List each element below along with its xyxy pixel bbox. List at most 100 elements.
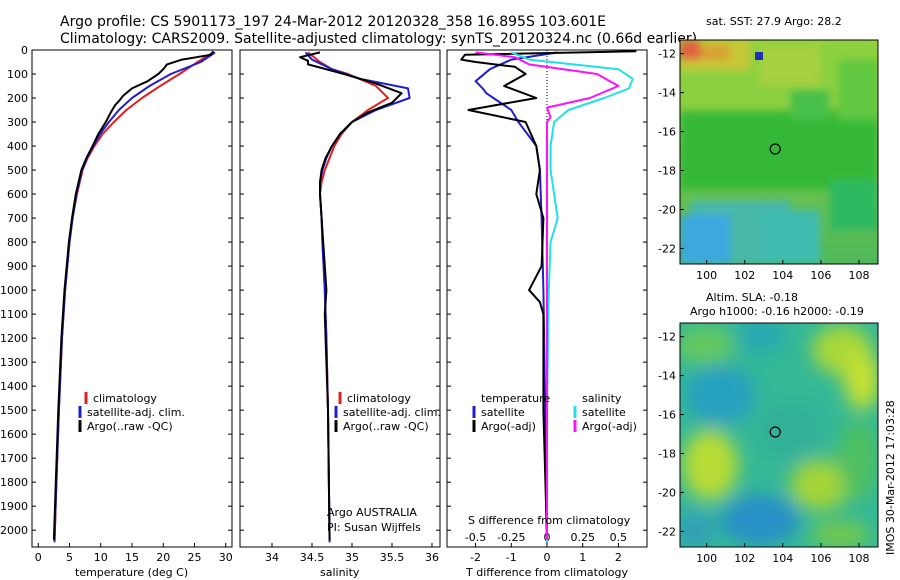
figure-title-line1: Argo profile: CS 5901173_197 24-Mar-2012… [60,14,607,30]
series-line-temperature-satellite [474,51,558,543]
depth-tick-label: 1500 [0,404,28,417]
depth-tick-label: 1000 [0,284,28,297]
temperature-legend: climatology satellite-adj. clim. Argo(..… [78,392,185,433]
salinity-plot: 34 34.5 35 35.5 36 [265,51,439,564]
depth-tick-label: 1300 [0,356,28,369]
legend-satellite-label: satellite-adj. clim. [87,406,185,419]
x-tick-label: 0 [35,551,42,564]
s-tick-label: -0.25 [497,531,525,544]
map-y-tick-label: -20 [658,203,676,216]
series-line-satellite-adj-clim- [304,51,411,543]
x-tick-label: 34.5 [300,551,325,564]
map-y-tick-label: -20 [658,486,676,499]
temperature-xlabel: temperature (deg C) [75,566,188,579]
legend-temperature-title: temperature [481,392,550,405]
sla-map-axes: 100 102 104 106 108 -12 -14 -16 -18 -20 -22 [658,331,869,565]
argo-location-marker [769,426,781,438]
sla-map-title-line2: Argo h1000: -0.16 h2000: -0.19 [690,305,864,318]
depth-axis: 0 100 200 300 400 500 600 700 800 900 1000 1100 1200… [0,44,647,537]
difference-xlabel: T difference from climatology [465,566,628,579]
s-tick-label: 0.5 [610,531,628,544]
depth-tick-label: 1600 [0,428,28,441]
map-y-tick-label: -14 [658,370,676,383]
depth-tick-label: 1900 [0,500,28,513]
depth-tick-label: 200 [7,92,28,105]
x-tick-label: 0 [544,551,551,564]
depth-tick-label: 300 [7,116,28,129]
map-x-tick-label: 108 [848,552,869,565]
legend-s-satellite-label: satellite [582,406,626,419]
map-y-tick-label: -12 [658,331,676,344]
sla-map-title-line1: Altim. SLA: -0.18 [706,291,798,304]
map-y-tick-label: -12 [658,48,676,61]
depth-tick-label: 400 [7,140,28,153]
salinity-legend: climatology satellite-adj. clim. Argo(..… [327,392,441,534]
depth-tick-label: 1700 [0,452,28,465]
x-tick-label: 10 [94,551,108,564]
depth-tick-label: 100 [7,68,28,81]
x-tick-label: 34 [265,551,279,564]
x-tick-label: 15 [125,551,139,564]
map-y-tick-label: -18 [658,165,676,178]
legend-argo-label: Argo(..raw -QC) [343,420,429,433]
depth-tick-label: 800 [7,236,28,249]
map-x-tick-label: 104 [772,552,793,565]
s-tick-label: -0.5 [465,531,486,544]
imos-timestamp: IMOS 30-Mar-2012 17:03:28 [884,400,897,555]
x-tick-label: -1 [506,551,517,564]
map-y-tick-label: -22 [658,525,676,538]
x-tick-label: 35.5 [380,551,405,564]
temperature-plot: 0 5 10 15 20 25 30 [35,50,233,564]
sst-heatmap [680,40,878,264]
x-tick-label: 5 [66,551,73,564]
x-tick-label: 2 [615,551,622,564]
depth-tick-label: 0 [21,44,28,57]
sst-map-frame [679,39,879,265]
sst-map-title: sat. SST: 27.9 Argo: 28.2 [706,15,842,28]
sla-heatmap [680,323,878,547]
map-x-tick-label: 100 [696,552,717,565]
difference-plot: -2 -1 0 1 2-0.5 -0.25 0 0.25 0.5 [460,50,637,564]
map-y-tick-label: -16 [658,409,676,422]
map-x-tick-label: 102 [734,552,755,565]
map-x-tick-label: 106 [810,552,831,565]
series-line-argo-raw-qc- [52,50,215,540]
map-y-tick-label: -18 [658,448,676,461]
legend-climatology-label: climatology [347,392,411,405]
x-tick-label: 30 [219,551,233,564]
sla-map-frame [679,322,879,548]
figure-title-line2: Climatology: CARS2009. Satellite-adjuste… [60,31,698,47]
legend-satellite-label: satellite-adj. clim. [343,406,441,419]
salinity-xlabel: salinity [320,566,360,579]
salinity-panel-frame [239,49,441,548]
map-y-tick-label: -16 [658,126,676,139]
series-line-temperature-argo-adj- [460,50,637,540]
depth-tick-label: 1800 [0,476,28,489]
depth-tick-label: 2000 [0,524,28,537]
map-y-tick-label: -14 [658,87,676,100]
legend-argo-label: Argo(..raw -QC) [87,420,173,433]
argo-location-marker [769,143,781,155]
map-x-tick-label: 106 [810,269,831,282]
x-tick-label: 25 [188,551,202,564]
series-line-climatology [53,51,214,543]
map-y-tick-label: -22 [658,242,676,255]
sst-map-axes: 100 102 104 106 108 -12 -14 -16 -18 -20 -22 [658,48,869,282]
s-difference-label: S difference from climatology [468,514,631,527]
legend-s-argo-label: Argo(-adj) [582,420,637,433]
depth-tick-label: 900 [7,260,28,273]
x-tick-label: 20 [156,551,170,564]
x-tick-label: 36 [425,551,439,564]
map-x-tick-label: 102 [734,269,755,282]
x-tick-label: -2 [470,551,481,564]
legend-climatology-label: climatology [93,392,157,405]
depth-tick-label: 1200 [0,332,28,345]
s-tick-label: 0.25 [570,531,595,544]
legend-salinity-title: salinity [582,392,622,405]
series-line-salinity-argo-adj- [475,51,620,540]
map-x-tick-label: 100 [696,269,717,282]
difference-legend: temperature satellite Argo(-adj) salinit… [468,392,637,527]
temperature-panel-frame [31,49,233,548]
x-tick-label: 1 [579,551,586,564]
